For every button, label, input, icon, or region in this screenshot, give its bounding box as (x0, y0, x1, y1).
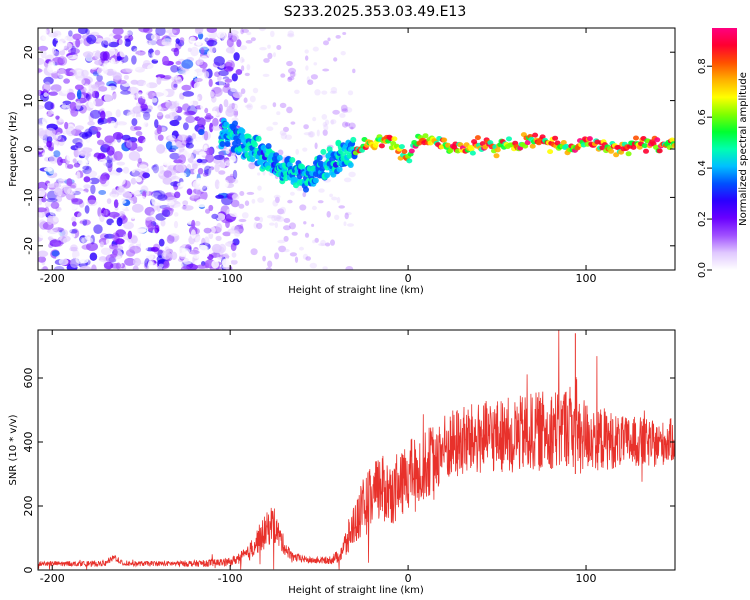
spectrogram-xtick-label: -200 (40, 272, 65, 285)
snr-ytick-label: 0 (22, 567, 35, 574)
spectrogram-xtick-label: 100 (576, 272, 597, 285)
colorbar-tick-label: 0.0 (697, 262, 708, 278)
colorbar: 0.0 0.2 0.4 0.6 0.8 Normalized spectral ampl… (697, 28, 749, 278)
colorbar-tick-label: 0.2 (697, 211, 708, 227)
snr-xtick-label: 0 (405, 572, 412, 585)
snr-ylabel: SNR (10 * v/v) (8, 414, 19, 485)
figure-title: S233.2025.353.03.49.E13 (284, 4, 467, 20)
snr-ytick-label: 600 (22, 368, 35, 389)
snr-xtick-label: -200 (40, 572, 65, 585)
colorbar-label: Normalized spectral amplitude (738, 72, 749, 226)
colorbar-tick-label: 0.6 (697, 109, 708, 125)
snr-panel: -200 -100 0 100 0 200 400 600 Height of straigh… (8, 329, 676, 596)
spectrogram-ylabel: Frequency (Hz) (8, 111, 19, 187)
snr-xtick-label: -100 (218, 572, 243, 585)
spectrogram-ytick-label: 0 (22, 146, 35, 153)
snr-xlabel: Height of straight line (km) (288, 585, 424, 596)
snr-line (38, 330, 675, 570)
snr-frame (37, 329, 676, 571)
spectrogram-noise (38, 28, 356, 270)
snr-ticks: -200 -100 0 100 0 200 400 600 (22, 330, 675, 585)
spectrogram-xtick-label: 0 (405, 272, 412, 285)
spectrogram-plot-area (38, 28, 675, 270)
spectrogram-ytick-label: -10 (22, 188, 35, 206)
spectrogram-ridge (218, 117, 675, 193)
colorbar-ticks: 0.0 0.2 0.4 0.6 0.8 (697, 58, 712, 278)
spectrogram-xlabel: Height of straight line (km) (288, 285, 424, 296)
spectrogram-ytick-label: -20 (22, 237, 35, 255)
spectrogram-xtick-label: -100 (218, 272, 243, 285)
colorbar-gradient (712, 28, 737, 270)
colorbar-tick-label: 0.8 (697, 58, 708, 74)
snr-xtick-label: 100 (576, 572, 597, 585)
spectrogram-ytick-label: 20 (22, 45, 35, 59)
colorbar-tick-label: 0.4 (697, 160, 708, 176)
snr-ytick-label: 200 (22, 496, 35, 517)
snr-ytick-label: 400 (22, 432, 35, 453)
snr-plot-area (38, 330, 675, 570)
spectrogram-ytick-label: 10 (22, 94, 35, 108)
